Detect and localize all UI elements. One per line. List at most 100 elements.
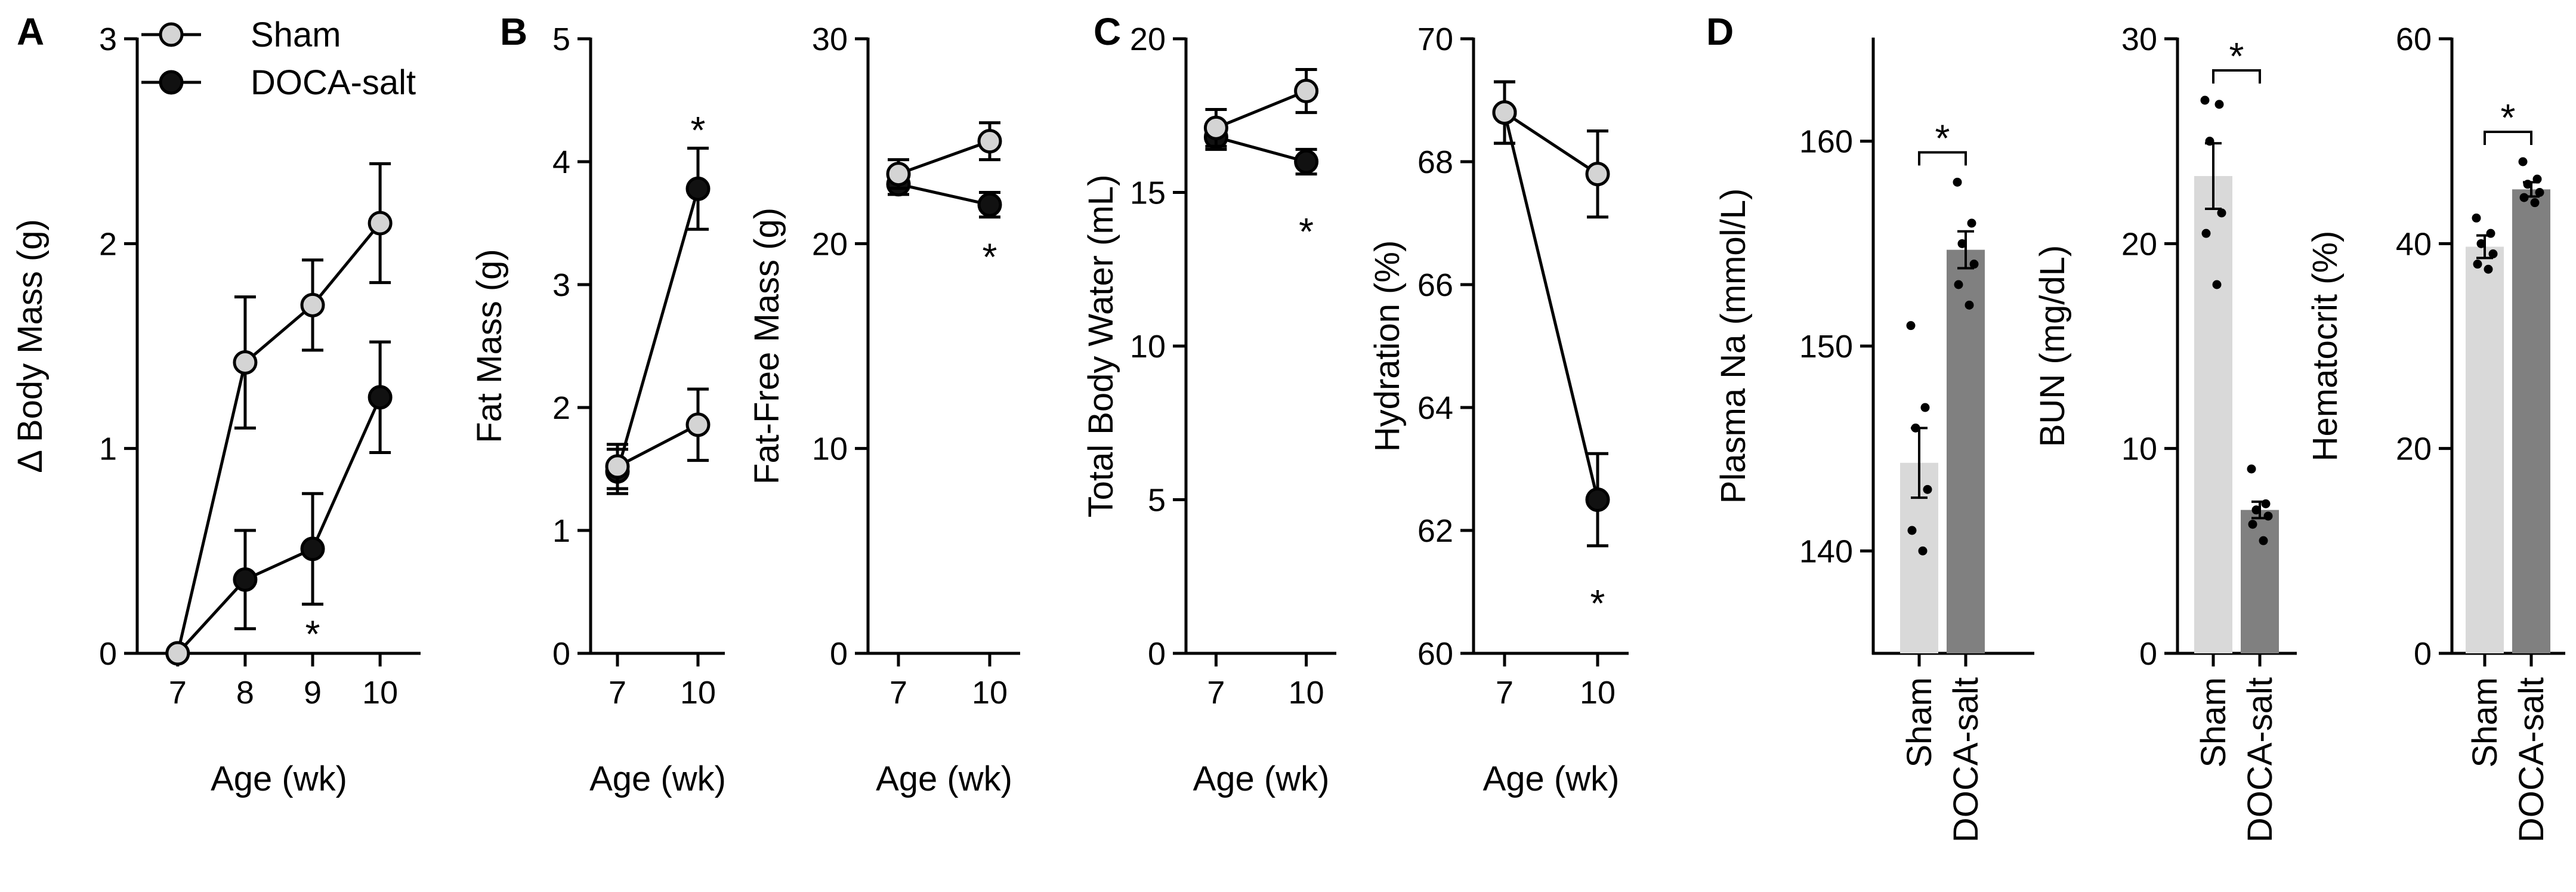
data-point: [1203, 115, 1228, 140]
y-axis-title: Δ Body Mass (g): [11, 219, 50, 473]
individual-point: [2530, 198, 2540, 208]
bar-sham: [2194, 176, 2232, 653]
y-tick-label: 30: [812, 21, 848, 57]
y-axis-title: Fat-Free Mass (g): [748, 208, 786, 484]
significance-bracket: [2212, 69, 2261, 84]
y-tick-label: 20: [1130, 21, 1166, 57]
y-tick-label: 20: [2121, 226, 2157, 262]
y-tick-label: 0: [1148, 636, 1166, 672]
panel-letter-a: A: [17, 10, 44, 53]
x-axis-title: Age (wk): [1193, 760, 1330, 798]
chart-hydration: 60 62 64 66 68 70 Hydration (%) 7 10 Age (wk) *: [1368, 21, 1629, 798]
individual-point: [1906, 321, 1916, 331]
x-tick-label: 7: [1496, 675, 1514, 711]
individual-point: [2535, 188, 2544, 197]
x-tick-label: 7: [889, 675, 907, 711]
individual-point: [2518, 157, 2528, 166]
individual-point: [2259, 536, 2268, 545]
data-point: [165, 641, 190, 666]
individual-point: [1920, 403, 1930, 412]
x-axis-title: Age (wk): [876, 760, 1012, 798]
y-tick-label: 62: [1417, 513, 1453, 549]
significance-star: *: [1935, 116, 1950, 159]
significance-star: *: [1299, 210, 1314, 253]
x-axis-title: Age (wk): [1483, 760, 1620, 798]
bar-doca-salt: [1947, 249, 1985, 654]
x-tick-label: 10: [1289, 675, 1324, 711]
x-tick-label: 10: [1580, 675, 1616, 711]
y-tick-label: 2: [552, 390, 570, 426]
chart-plasma-na: 140 150 160 Plasma Na (mmol/L) Sham DOCA-salt…: [1714, 38, 2034, 842]
y-tick-label: 20: [2396, 431, 2432, 467]
x-category-label: DOCA-salt: [1947, 677, 1985, 842]
data-point: [233, 567, 258, 592]
series-sham: [605, 387, 711, 490]
data-point: [233, 350, 258, 375]
series-line: [616, 423, 699, 468]
y-tick-label: 10: [2121, 431, 2157, 467]
data-point: [300, 536, 325, 561]
x-tick-label: 10: [680, 675, 716, 711]
series-line: [1215, 89, 1307, 129]
chart-bun: 0 10 20 30 BUN (mg/dL) Sham DOCA-salt *: [2033, 21, 2297, 842]
bar-doca-salt: [2512, 189, 2550, 654]
chart-hematocrit: 0 20 40 60 Hematocrit (%) Sham DOCA-salt *: [2306, 21, 2565, 842]
x-tick-label: 7: [609, 675, 626, 711]
y-axis-title: Hematocrit (%): [2306, 231, 2345, 462]
y-tick-label: 10: [812, 431, 848, 467]
x-axis-title: Age (wk): [211, 760, 347, 798]
series-sham: [1492, 80, 1610, 219]
individual-point: [2201, 229, 2211, 238]
data-point: [1492, 100, 1517, 125]
series-line: [1503, 111, 1599, 175]
individual-point: [2473, 260, 2482, 269]
individual-point: [1923, 484, 1932, 494]
data-point: [300, 292, 325, 317]
chart-fat-mass: 0 1 2 3 4 5 Fat Mass (g) 7 10 Age (wk) *: [470, 21, 726, 798]
y-tick-label: 70: [1417, 21, 1453, 57]
individual-point: [1911, 423, 1920, 433]
individual-point: [2217, 208, 2226, 218]
y-tick-label: 60: [1417, 636, 1453, 672]
individual-point: [2472, 213, 2481, 223]
individual-point: [2488, 249, 2498, 258]
significance-star: *: [691, 109, 706, 152]
individual-point: [2523, 180, 2532, 189]
series-sham: [1203, 68, 1319, 148]
x-category-label: Sham: [1900, 677, 1939, 768]
legend-doca-marker: [159, 70, 184, 95]
individual-point: [1907, 526, 1917, 535]
x-tick-label: 10: [972, 675, 1008, 711]
individual-point: [2486, 229, 2495, 238]
panel-letter-d: D: [1706, 10, 1734, 53]
individual-point: [2519, 193, 2529, 202]
data-point: [367, 211, 393, 236]
y-tick-label: 3: [552, 267, 570, 303]
significance-bracket: [1918, 151, 1967, 166]
x-tick-label: 10: [362, 675, 398, 711]
series-line: [898, 183, 990, 206]
y-tick-label: 0: [2139, 636, 2157, 672]
individual-point: [1969, 260, 1979, 269]
y-axis-title: Fat Mass (g): [470, 249, 509, 443]
chart-delta-body-mass: 0 1 2 3 Δ Body Mass (g) 7 8 9 10 Age (wk) *: [11, 21, 421, 798]
y-tick-label: 160: [1799, 124, 1853, 160]
individual-point: [2484, 264, 2493, 274]
y-tick-label: 3: [99, 21, 117, 57]
significance-star: *: [1590, 582, 1605, 625]
data-point: [1294, 149, 1319, 174]
legend-doca-label: DOCA-salt: [251, 63, 416, 102]
individual-point: [2261, 499, 2271, 508]
x-category-label: DOCA-salt: [2512, 677, 2551, 842]
x-tick-label: 9: [304, 675, 322, 711]
individual-point: [2214, 100, 2224, 109]
y-tick-label: 30: [2121, 21, 2157, 57]
x-tick-label: 7: [169, 675, 187, 711]
data-point: [977, 192, 1002, 217]
data-point: [685, 412, 711, 437]
individual-point: [1954, 280, 1963, 289]
series-doca-salt: [605, 146, 711, 495]
y-tick-label: 4: [552, 144, 570, 180]
individual-point: [2263, 511, 2273, 521]
bar-sham: [2466, 246, 2504, 653]
